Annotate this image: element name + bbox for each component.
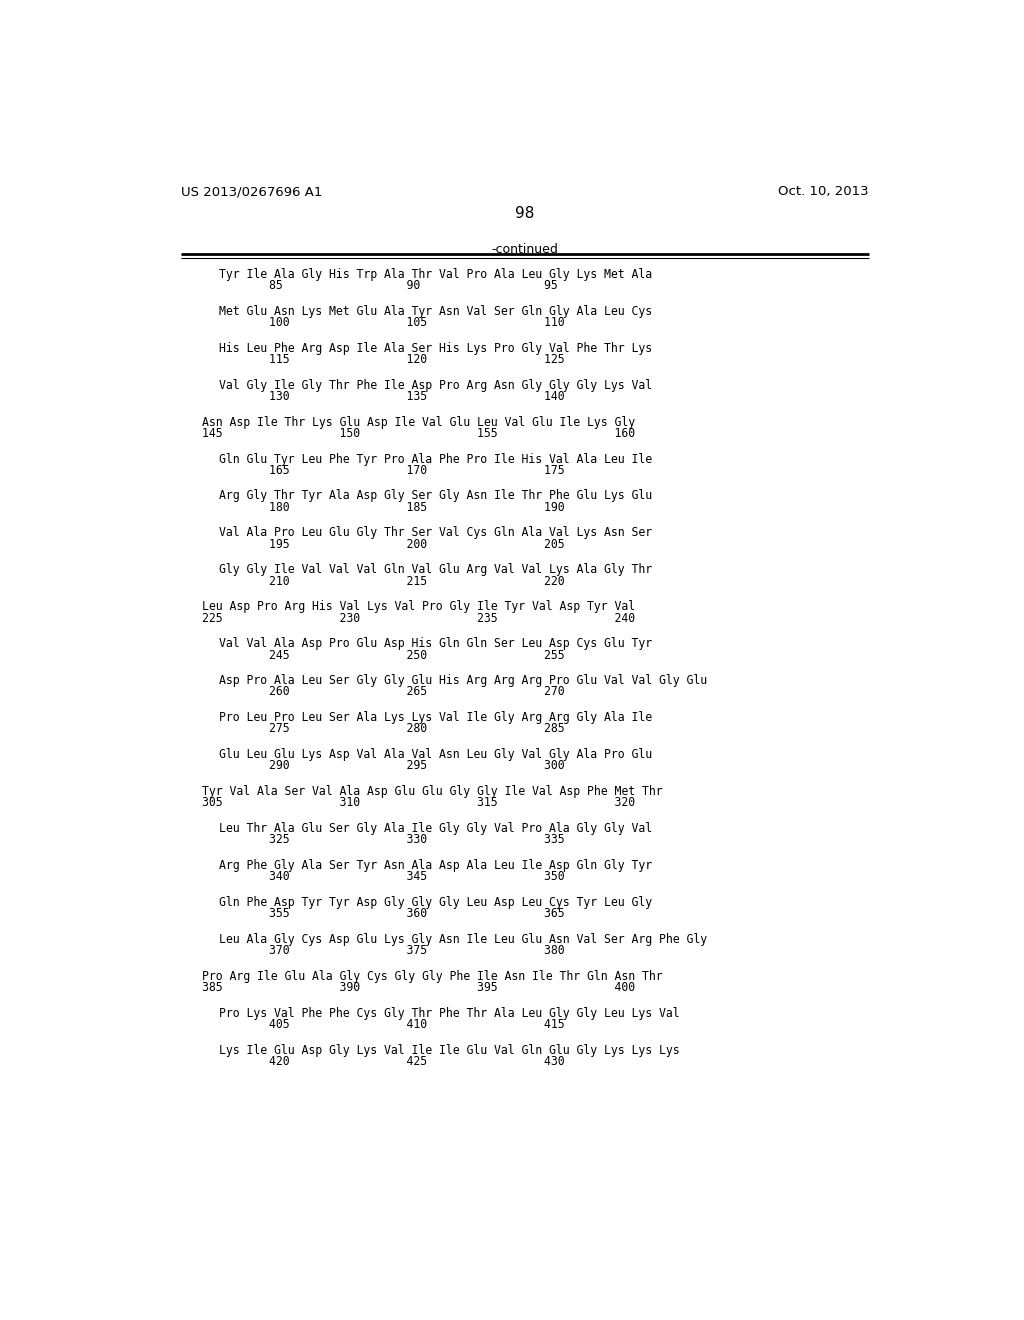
Text: 290                 295                 300: 290 295 300 — [269, 759, 564, 772]
Text: 100                 105                 110: 100 105 110 — [269, 315, 564, 329]
Text: Glu Leu Glu Lys Asp Val Ala Val Asn Leu Gly Val Gly Ala Pro Glu: Glu Leu Glu Lys Asp Val Ala Val Asn Leu … — [219, 748, 652, 762]
Text: 98: 98 — [515, 206, 535, 222]
Text: Asn Asp Ile Thr Lys Glu Asp Ile Val Glu Leu Val Glu Ile Lys Gly: Asn Asp Ile Thr Lys Glu Asp Ile Val Glu … — [202, 416, 635, 429]
Text: Val Ala Pro Leu Glu Gly Thr Ser Val Cys Gln Ala Val Lys Asn Ser: Val Ala Pro Leu Glu Gly Thr Ser Val Cys … — [219, 527, 652, 540]
Text: 260                 265                 270: 260 265 270 — [269, 685, 564, 698]
Text: 85                  90                  95: 85 90 95 — [269, 279, 558, 292]
Text: 405                 410                 415: 405 410 415 — [269, 1018, 564, 1031]
Text: Pro Arg Ile Glu Ala Gly Cys Gly Gly Phe Ile Asn Ile Thr Gln Asn Thr: Pro Arg Ile Glu Ala Gly Cys Gly Gly Phe … — [202, 970, 663, 983]
Text: 305                 310                 315                 320: 305 310 315 320 — [202, 796, 635, 809]
Text: 130                 135                 140: 130 135 140 — [269, 389, 564, 403]
Text: 165                 170                 175: 165 170 175 — [269, 463, 564, 477]
Text: Gln Phe Asp Tyr Tyr Asp Gly Gly Gly Leu Asp Leu Cys Tyr Leu Gly: Gln Phe Asp Tyr Tyr Asp Gly Gly Gly Leu … — [219, 896, 652, 909]
Text: Pro Leu Pro Leu Ser Ala Lys Lys Val Ile Gly Arg Arg Gly Ala Ile: Pro Leu Pro Leu Ser Ala Lys Lys Val Ile … — [219, 711, 652, 725]
Text: Asp Pro Ala Leu Ser Gly Gly Glu His Arg Arg Arg Pro Glu Val Val Gly Glu: Asp Pro Ala Leu Ser Gly Gly Glu His Arg … — [219, 675, 708, 688]
Text: His Leu Phe Arg Asp Ile Ala Ser His Lys Pro Gly Val Phe Thr Lys: His Leu Phe Arg Asp Ile Ala Ser His Lys … — [219, 342, 652, 355]
Text: 180                 185                 190: 180 185 190 — [269, 500, 564, 513]
Text: 195                 200                 205: 195 200 205 — [269, 537, 564, 550]
Text: Lys Ile Glu Asp Gly Lys Val Ile Ile Glu Val Gln Glu Gly Lys Lys Lys: Lys Ile Glu Asp Gly Lys Val Ile Ile Glu … — [219, 1044, 680, 1057]
Text: Gly Gly Ile Val Val Val Gln Val Glu Arg Val Val Lys Ala Gly Thr: Gly Gly Ile Val Val Val Gln Val Glu Arg … — [219, 564, 652, 577]
Text: 245                 250                 255: 245 250 255 — [269, 648, 564, 661]
Text: Oct. 10, 2013: Oct. 10, 2013 — [778, 185, 869, 198]
Text: Arg Gly Thr Tyr Ala Asp Gly Ser Gly Asn Ile Thr Phe Glu Lys Glu: Arg Gly Thr Tyr Ala Asp Gly Ser Gly Asn … — [219, 490, 652, 503]
Text: 225                 230                 235                 240: 225 230 235 240 — [202, 611, 635, 624]
Text: Tyr Ile Ala Gly His Trp Ala Thr Val Pro Ala Leu Gly Lys Met Ala: Tyr Ile Ala Gly His Trp Ala Thr Val Pro … — [219, 268, 652, 281]
Text: 385                 390                 395                 400: 385 390 395 400 — [202, 981, 635, 994]
Text: 115                 120                 125: 115 120 125 — [269, 352, 564, 366]
Text: 370                 375                 380: 370 375 380 — [269, 944, 564, 957]
Text: US 2013/0267696 A1: US 2013/0267696 A1 — [180, 185, 323, 198]
Text: 275                 280                 285: 275 280 285 — [269, 722, 564, 735]
Text: 145                 150                 155                 160: 145 150 155 160 — [202, 426, 635, 440]
Text: 340                 345                 350: 340 345 350 — [269, 870, 564, 883]
Text: 420                 425                 430: 420 425 430 — [269, 1055, 564, 1068]
Text: Leu Thr Ala Glu Ser Gly Ala Ile Gly Gly Val Pro Ala Gly Gly Val: Leu Thr Ala Glu Ser Gly Ala Ile Gly Gly … — [219, 822, 652, 836]
Text: Leu Ala Gly Cys Asp Glu Lys Gly Asn Ile Leu Glu Asn Val Ser Arg Phe Gly: Leu Ala Gly Cys Asp Glu Lys Gly Asn Ile … — [219, 933, 708, 946]
Text: Tyr Val Ala Ser Val Ala Asp Glu Glu Gly Gly Ile Val Asp Phe Met Thr: Tyr Val Ala Ser Val Ala Asp Glu Glu Gly … — [202, 785, 663, 799]
Text: Val Gly Ile Gly Thr Phe Ile Asp Pro Arg Asn Gly Gly Gly Lys Val: Val Gly Ile Gly Thr Phe Ile Asp Pro Arg … — [219, 379, 652, 392]
Text: Leu Asp Pro Arg His Val Lys Val Pro Gly Ile Tyr Val Asp Tyr Val: Leu Asp Pro Arg His Val Lys Val Pro Gly … — [202, 601, 635, 614]
Text: Val Val Ala Asp Pro Glu Asp His Gln Gln Ser Leu Asp Cys Glu Tyr: Val Val Ala Asp Pro Glu Asp His Gln Gln … — [219, 638, 652, 651]
Text: Met Glu Asn Lys Met Glu Ala Tyr Asn Val Ser Gln Gly Ala Leu Cys: Met Glu Asn Lys Met Glu Ala Tyr Asn Val … — [219, 305, 652, 318]
Text: Pro Lys Val Phe Phe Cys Gly Thr Phe Thr Ala Leu Gly Gly Leu Lys Val: Pro Lys Val Phe Phe Cys Gly Thr Phe Thr … — [219, 1007, 680, 1020]
Text: -continued: -continued — [492, 243, 558, 256]
Text: 355                 360                 365: 355 360 365 — [269, 907, 564, 920]
Text: Gln Glu Tyr Leu Phe Tyr Pro Ala Phe Pro Ile His Val Ala Leu Ile: Gln Glu Tyr Leu Phe Tyr Pro Ala Phe Pro … — [219, 453, 652, 466]
Text: 325                 330                 335: 325 330 335 — [269, 833, 564, 846]
Text: Arg Phe Gly Ala Ser Tyr Asn Ala Asp Ala Leu Ile Asp Gln Gly Tyr: Arg Phe Gly Ala Ser Tyr Asn Ala Asp Ala … — [219, 859, 652, 873]
Text: 210                 215                 220: 210 215 220 — [269, 574, 564, 587]
